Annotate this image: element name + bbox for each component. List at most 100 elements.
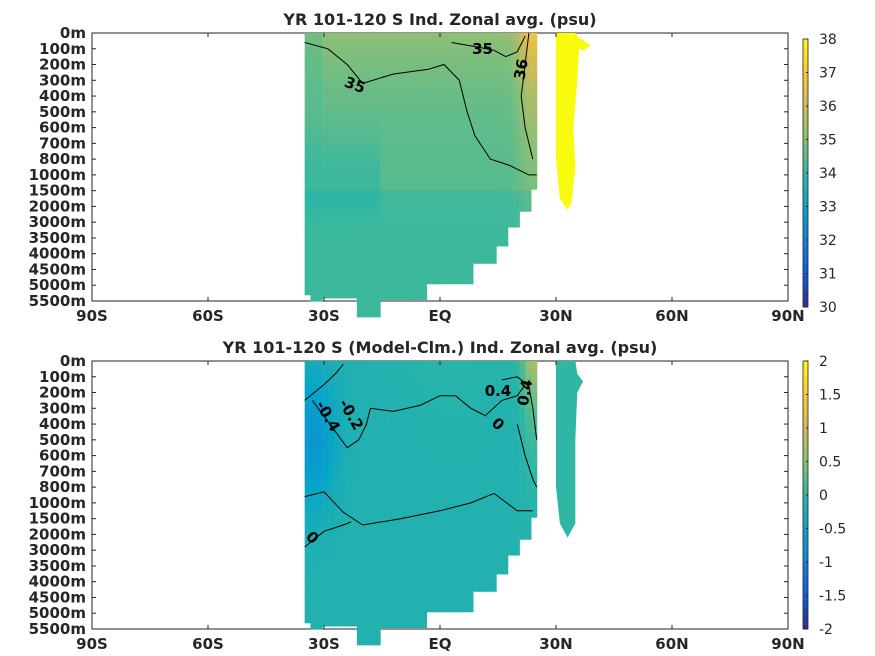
- colorbar-segment: [803, 72, 808, 78]
- heatmap-cell: [397, 605, 404, 614]
- heatmap-cell: [380, 80, 387, 89]
- heatmap-cell: [490, 33, 497, 42]
- heatmap-cell: [443, 526, 451, 536]
- heatmap-cell: [304, 384, 312, 394]
- heatmap-cell: [426, 534, 433, 543]
- heatmap-cell: [455, 111, 462, 121]
- heatmap-cell: [310, 597, 317, 606]
- heatmap-cell: [484, 589, 491, 592]
- heatmap-cell: [461, 384, 468, 394]
- heatmap-cell: [507, 542, 515, 551]
- heatmap-cell: [374, 245, 381, 255]
- heatmap-cell: [327, 237, 335, 247]
- heatmap-cell: [432, 64, 439, 74]
- heatmap-cell: [455, 174, 462, 184]
- heatmap-cell: [304, 479, 312, 488]
- heatmap-cell: [310, 408, 317, 417]
- heatmap-cell: [403, 542, 410, 551]
- colorbar-tick-label: -2: [819, 622, 833, 638]
- heatmap-cell: [385, 135, 393, 144]
- heatmap-cell: [316, 581, 323, 591]
- heatmap-cell: [490, 408, 497, 417]
- colorbar-segment: [803, 532, 808, 538]
- heatmap-cell: [327, 135, 335, 144]
- heatmap-cell: [501, 565, 509, 575]
- heatmap-cell: [356, 558, 364, 567]
- heatmap-cell: [414, 167, 422, 176]
- heatmap-cell: [461, 135, 468, 144]
- heatmap-cell: [316, 222, 323, 231]
- heatmap-cell: [414, 230, 422, 239]
- heatmap-cell: [356, 143, 364, 152]
- heatmap-cell: [380, 589, 387, 599]
- heatmap-cell: [304, 285, 312, 294]
- heatmap-cell: [420, 471, 428, 480]
- heatmap-cell: [496, 542, 503, 551]
- heatmap-cell: [455, 135, 462, 144]
- heatmap-cell: [414, 376, 422, 386]
- heatmap-cell: [403, 408, 410, 417]
- heatmap-cell: [414, 222, 422, 231]
- heatmap-cell: [438, 361, 445, 370]
- heatmap-cell: [438, 589, 445, 599]
- heatmap-cell: [501, 495, 509, 504]
- heatmap-cell: [455, 495, 462, 504]
- heatmap-cell: [316, 558, 323, 567]
- heatmap-cell: [374, 526, 381, 536]
- heatmap-cell: [501, 64, 509, 74]
- heatmap-cell: [368, 293, 375, 302]
- heatmap-cell: [374, 471, 381, 480]
- heatmap-cell: [525, 526, 532, 536]
- heatmap-cell: [438, 439, 445, 449]
- heatmap-cell: [316, 277, 323, 286]
- heatmap-cell: [490, 510, 497, 520]
- heatmap-cell: [496, 518, 503, 528]
- heatmap-cell: [362, 526, 370, 536]
- heatmap-cell: [362, 190, 370, 200]
- colorbar-tick-label: 33: [819, 200, 837, 216]
- heatmap-cell: [368, 613, 375, 622]
- heatmap-cell: [362, 33, 370, 42]
- heatmap-cell: [327, 368, 335, 378]
- heatmap-cell: [380, 48, 387, 58]
- heatmap-cell: [519, 64, 526, 74]
- heatmap-cell: [438, 384, 445, 394]
- heatmap-cell: [380, 237, 387, 247]
- heatmap-cell: [403, 206, 410, 215]
- heatmap-cell: [368, 455, 375, 465]
- heatmap-cell: [461, 119, 468, 129]
- heatmap-cell: [304, 558, 312, 567]
- heatmap-cell: [333, 80, 341, 89]
- heatmap-cell: [472, 253, 480, 263]
- heatmap-cell: [461, 534, 468, 543]
- heatmap-cell: [391, 400, 399, 409]
- heatmap-cell: [443, 198, 451, 208]
- heatmap-cell: [403, 253, 410, 263]
- heatmap-cell: [449, 463, 457, 472]
- heatmap-cell: [391, 558, 399, 567]
- heatmap-cell: [420, 96, 428, 105]
- heatmap-cell: [368, 308, 375, 318]
- heatmap-cell: [339, 245, 346, 255]
- heatmap-cell: [472, 222, 480, 231]
- heatmap-cell: [409, 550, 416, 559]
- heatmap-cell: [380, 384, 387, 394]
- heatmap-cell: [478, 159, 486, 168]
- colorbar-segment: [803, 553, 808, 559]
- heatmap-cell: [322, 416, 329, 425]
- heatmap-cell: [507, 135, 515, 144]
- heatmap-cell: [380, 206, 387, 215]
- heatmap-cell: [316, 253, 323, 263]
- heatmap-cell: [327, 198, 335, 208]
- heatmap-cell: [420, 261, 428, 271]
- heatmap-cell: [310, 416, 317, 425]
- heatmap-cell: [316, 605, 323, 614]
- heatmap-cell: [316, 159, 323, 168]
- heatmap-cell: [484, 222, 491, 231]
- colorbar-segment: [803, 377, 808, 383]
- heatmap-cell: [420, 597, 428, 606]
- heatmap-cell: [467, 439, 474, 449]
- heatmap-cell: [443, 96, 451, 105]
- heatmap-cell: [519, 431, 526, 441]
- heatmap-cell: [461, 159, 468, 168]
